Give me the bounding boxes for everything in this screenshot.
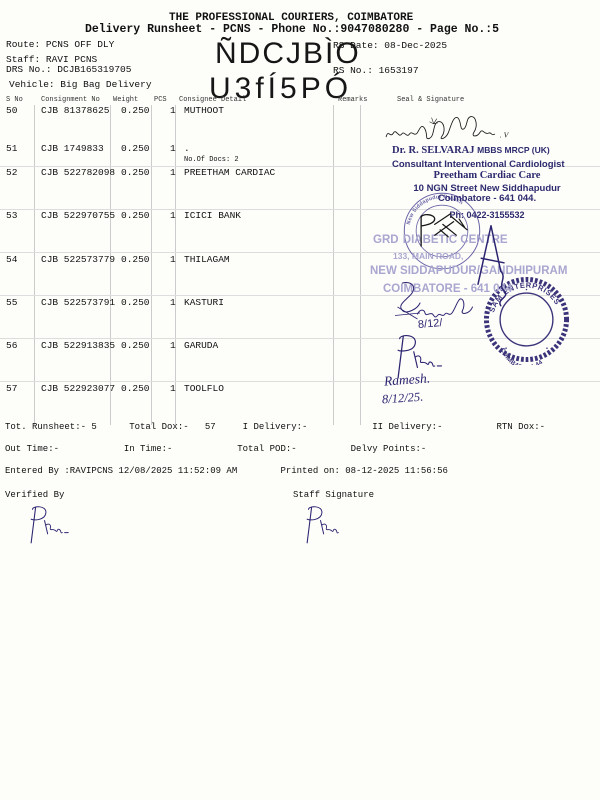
svg-text:COIMBATORE-44: COIMBATORE-44 — [498, 347, 544, 365]
svg-text:. V: . V — [500, 130, 510, 139]
